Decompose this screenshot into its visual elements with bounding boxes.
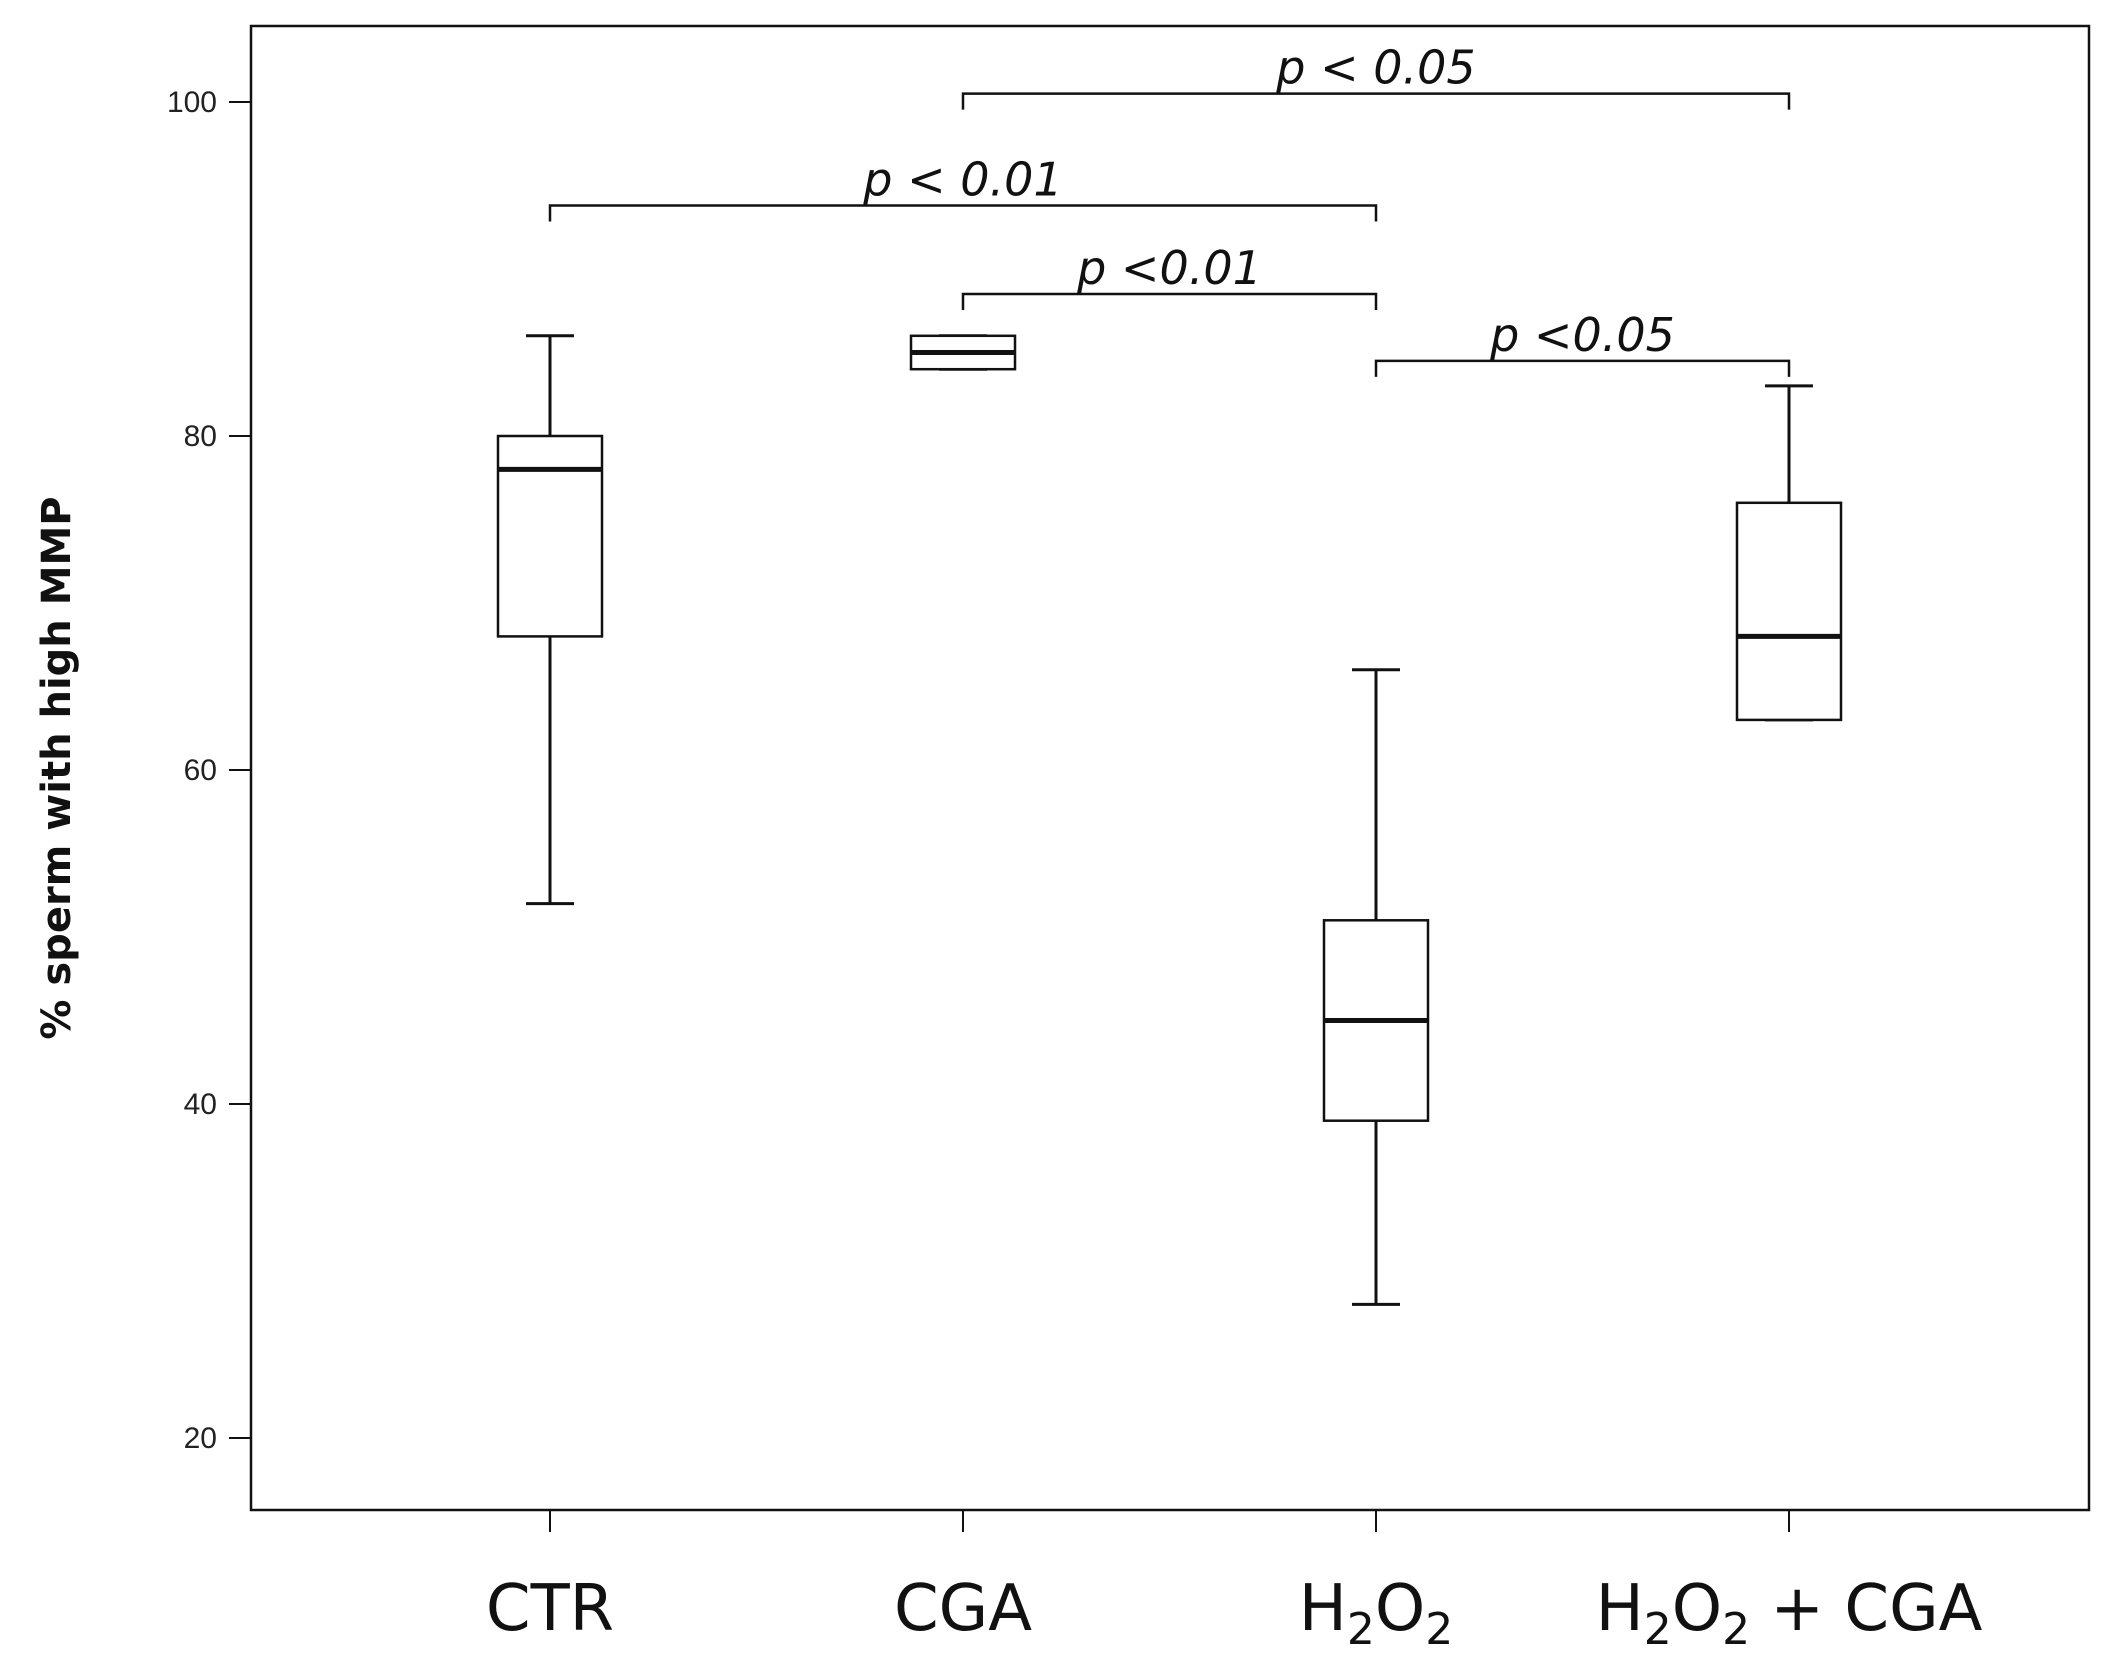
y-tick-label: 100 [167,86,217,119]
significance-bracket: p <0.01 [961,241,1378,311]
bracket-line [1374,359,1791,377]
subscript: 2 [1347,1604,1375,1655]
y-tick-label: 40 [184,1088,217,1121]
significance-label: p < 0.05 [1275,41,1475,95]
significance-label: p < 0.01 [862,153,1062,207]
y-axis-title: % sperm with high MMP [34,496,80,1039]
subscript: 2 [1722,1604,1750,1655]
x-axis: CTR CGA H2O2 H2O2 + CGA [486,1510,1983,1655]
significance-bracket: p < 0.05 [961,41,1791,110]
box-series [496,334,1843,1306]
box-h2o2-cga [1735,384,1843,722]
bracket-line [961,92,1791,110]
box-h2o2 [1322,668,1430,1306]
significance-label: p <0.01 [1076,241,1262,295]
box-ctr [496,334,604,906]
label-text: O [1375,1572,1425,1646]
label-text: O [1672,1572,1722,1646]
label-text: H [1596,1572,1644,1646]
iqr-box [1735,501,1843,722]
subscript: 2 [1644,1604,1672,1655]
iqr-box [496,434,604,638]
y-tick-label: 80 [184,420,217,453]
x-category-label-cga: CGA [894,1572,1032,1646]
box-cga [909,334,1017,371]
x-category-label-h2o2-cga: H2O2 + CGA [1596,1572,1983,1655]
bracket-line [961,292,1378,311]
y-tick-label: 20 [184,1422,217,1455]
bracket-line [548,204,1378,222]
subscript: 2 [1425,1604,1453,1655]
x-category-label-ctr: CTR [486,1572,614,1646]
significance-bracket: p <0.05 [1374,308,1791,377]
label-text: H [1299,1572,1347,1646]
label-text: + CGA [1750,1572,1983,1646]
significance-label: p <0.05 [1489,308,1675,362]
y-axis: 20 40 60 80 100 [167,86,251,1455]
significance-brackets: p < 0.05 p < 0.01 p <0.01 p <0.05 [548,41,1791,377]
x-category-label-h2o2: H2O2 [1299,1572,1454,1655]
plot-area-frame [249,24,2091,1512]
y-tick-label: 60 [184,754,217,787]
significance-bracket: p < 0.01 [548,153,1378,222]
